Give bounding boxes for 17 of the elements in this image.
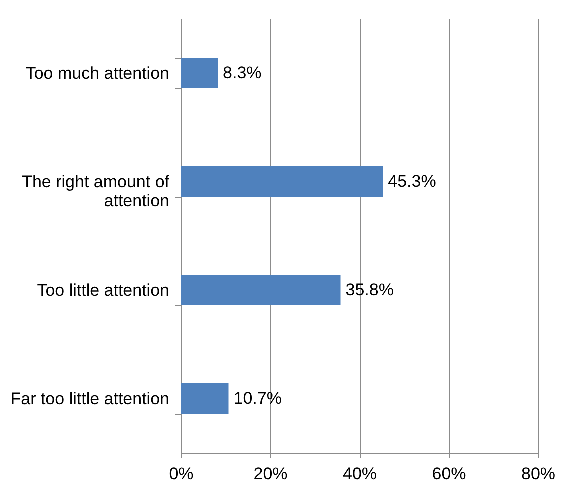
bar — [181, 275, 341, 306]
x-tick-label: 0% — [169, 464, 194, 484]
data-label: 45.3% — [388, 172, 436, 191]
x-tick-label: 60% — [432, 464, 466, 484]
data-label: 8.3% — [223, 63, 262, 82]
x-tick-label: 80% — [521, 464, 556, 484]
x-tick-label: 40% — [342, 464, 378, 484]
y-tick-label: Too much attention — [26, 64, 170, 83]
x-tick-label: 20% — [254, 464, 288, 484]
y-tick-label: Too little attention — [37, 280, 170, 300]
data-label: 35.8% — [346, 280, 394, 300]
bar — [181, 166, 384, 197]
data-label: 10.7% — [234, 388, 282, 408]
y-tick-label: Far too little attention — [10, 389, 170, 408]
bar — [181, 384, 229, 414]
y-tick-label: The right amount of attention — [22, 172, 170, 210]
bar — [181, 58, 218, 88]
